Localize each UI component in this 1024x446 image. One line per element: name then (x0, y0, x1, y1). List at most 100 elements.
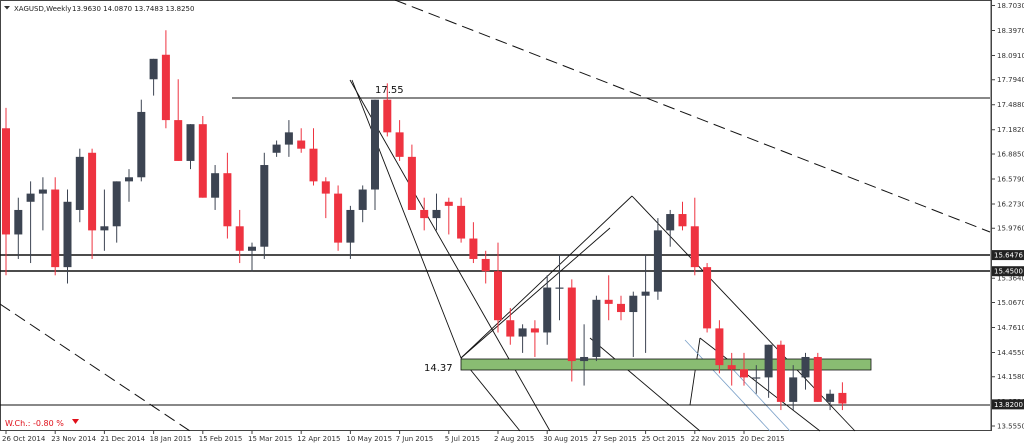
candle[interactable] (641, 254, 650, 353)
channel-line-2[interactable] (351, 79, 462, 359)
candle[interactable] (543, 275, 552, 345)
candle-body (186, 124, 195, 161)
candle[interactable] (125, 169, 133, 202)
candle[interactable] (51, 177, 60, 276)
candle[interactable] (604, 275, 613, 321)
candle-body (690, 226, 699, 268)
candle[interactable] (198, 116, 207, 198)
candle-body (334, 193, 343, 243)
candle[interactable] (592, 295, 601, 362)
candle[interactable] (494, 242, 502, 333)
channel-line-3[interactable] (460, 227, 611, 359)
candle-body (506, 320, 515, 337)
candle[interactable] (334, 185, 343, 251)
dashed-trendline-lower[interactable] (0, 303, 191, 432)
candle[interactable] (457, 197, 466, 243)
candle[interactable] (789, 365, 798, 411)
candle[interactable] (14, 197, 23, 259)
candle[interactable] (186, 124, 195, 170)
candle[interactable] (75, 148, 84, 223)
candle[interactable] (420, 197, 429, 231)
candle[interactable] (395, 120, 404, 161)
candle[interactable] (272, 140, 281, 157)
candle[interactable] (703, 263, 712, 333)
candle-body (801, 356, 810, 378)
candle-body (838, 392, 847, 404)
candle[interactable] (506, 307, 515, 345)
candle[interactable] (174, 79, 183, 161)
candle[interactable] (248, 242, 256, 272)
candle-body (678, 214, 687, 227)
candle[interactable] (666, 209, 675, 247)
candle[interactable] (838, 382, 847, 411)
candle[interactable] (38, 177, 47, 231)
candle-body (727, 365, 736, 370)
candle[interactable] (358, 185, 367, 223)
candle[interactable] (321, 177, 330, 219)
x-tick-label: 15 Feb 2015 (199, 435, 243, 443)
candle[interactable] (235, 209, 244, 264)
candle[interactable] (481, 250, 490, 284)
candle[interactable] (2, 107, 10, 276)
candle[interactable] (715, 320, 724, 374)
candle[interactable] (801, 352, 810, 390)
x-tick-label: 12 Apr 2015 (297, 435, 340, 443)
candle[interactable] (813, 352, 822, 402)
channel-line-8[interactable] (689, 337, 701, 406)
candle[interactable] (776, 340, 785, 411)
candle[interactable] (580, 324, 589, 386)
candle[interactable] (112, 181, 121, 243)
candle[interactable] (567, 279, 576, 382)
candle-body (407, 156, 416, 210)
candle[interactable] (629, 291, 638, 357)
candle[interactable] (137, 99, 146, 182)
x-tick-label: 15 Mar 2015 (248, 435, 292, 443)
candle[interactable] (149, 58, 158, 96)
candle[interactable] (617, 295, 625, 321)
candle[interactable] (653, 218, 662, 300)
candle[interactable] (161, 30, 170, 129)
candle-body (530, 328, 539, 333)
candle[interactable] (752, 365, 761, 394)
dropdown-triangle-icon[interactable] (4, 6, 10, 10)
candle[interactable] (297, 128, 306, 153)
candle[interactable] (727, 352, 736, 386)
candle[interactable] (469, 222, 478, 264)
candle[interactable] (88, 148, 97, 259)
candle[interactable] (346, 205, 355, 259)
candle[interactable] (407, 144, 416, 210)
candle-body (309, 148, 318, 182)
y-tick-label: 17.7940 (997, 76, 1024, 84)
support-zone[interactable] (460, 358, 872, 371)
x-tick-label: 7 Jun 2015 (396, 435, 434, 443)
candle[interactable] (260, 152, 269, 259)
candle[interactable] (63, 189, 72, 284)
channel-line-5[interactable] (460, 195, 633, 359)
channel-line-thin-1[interactable] (684, 339, 771, 432)
candle-body (457, 205, 466, 239)
channel-line-7[interactable] (589, 337, 701, 432)
candle[interactable] (555, 254, 564, 321)
candle[interactable] (740, 352, 748, 386)
candle[interactable] (211, 165, 220, 210)
candle[interactable] (530, 320, 539, 357)
candle[interactable] (223, 152, 232, 239)
candle[interactable] (383, 83, 392, 137)
dashed-trendline-upper[interactable] (394, 0, 991, 233)
candle[interactable] (518, 324, 527, 353)
candle-body (715, 328, 724, 366)
candle-body (752, 377, 761, 379)
candle[interactable] (444, 197, 453, 235)
candle[interactable] (284, 120, 293, 157)
candle[interactable] (826, 389, 835, 411)
candle[interactable] (690, 197, 699, 276)
candle[interactable] (678, 201, 687, 231)
candle[interactable] (764, 344, 773, 398)
candle[interactable] (100, 189, 109, 251)
candle[interactable] (26, 181, 35, 264)
candle[interactable] (371, 99, 379, 210)
candle[interactable] (432, 193, 441, 231)
candle-body (235, 226, 244, 251)
candle[interactable] (309, 128, 318, 186)
